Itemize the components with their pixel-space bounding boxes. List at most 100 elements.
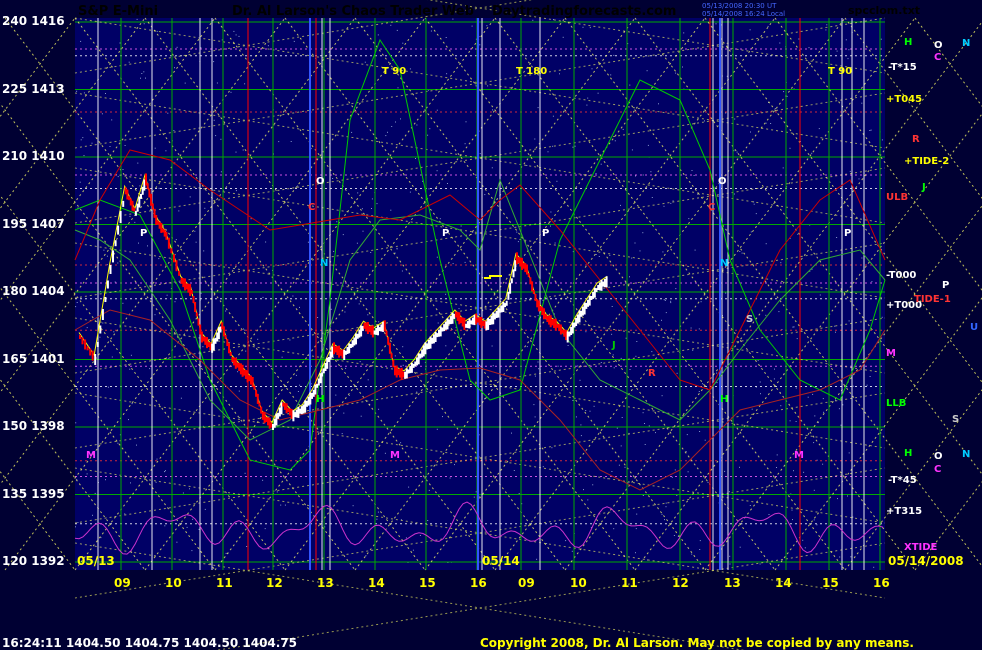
price-bar [587,299,589,307]
price-bar [588,295,591,306]
star [595,173,597,174]
price-bar [299,408,302,414]
star [268,313,270,315]
star [811,268,813,270]
star [220,138,222,140]
star [553,313,555,315]
star [114,281,116,283]
star [768,514,770,515]
price-bar [531,281,534,292]
price-bar [492,312,495,325]
x-tick-label: 10 [165,576,182,590]
chart-letter: P [844,228,852,239]
star [610,74,612,76]
star [191,550,193,552]
price-bar [344,350,347,355]
price-bar [217,327,220,340]
star [852,516,854,518]
price-bar [585,302,588,309]
star [687,471,689,473]
price-bar [566,331,569,343]
star [702,383,703,385]
price-bar [495,311,498,318]
price-bar [470,320,473,325]
star [377,511,379,513]
chart-letter: M [794,450,804,461]
harmonic-line-up [284,17,706,571]
star [580,435,582,437]
star [807,396,809,398]
price-bar [543,308,545,320]
star [75,422,77,424]
star [870,129,872,131]
price-bar [302,404,305,414]
star [627,482,629,484]
harmonic-line-flat [74,392,886,524]
x-tick-label: 10 [570,576,587,590]
star [589,27,591,29]
symbol-title: S&P E-Mini [78,4,159,19]
star [167,358,169,360]
star [189,196,191,198]
star [390,209,392,211]
green-curve [74,38,886,471]
star [613,528,615,530]
price-bar [317,378,320,386]
star [808,47,810,49]
star [662,251,664,253]
star [390,24,392,26]
price-bar [91,350,94,361]
star [517,241,519,243]
star [741,252,743,254]
price-bar [285,403,288,414]
price-bar [331,346,334,358]
star [838,408,840,410]
star [795,421,797,422]
price-bar [246,370,249,383]
price-bar [283,402,286,410]
star [80,40,82,42]
star [471,25,473,27]
price-bar [490,315,493,325]
star [293,40,295,42]
site-title: Daytradingforecasts.com [492,4,677,19]
price-bar [224,335,227,339]
right-level-label: -T*45 [888,475,917,486]
price-bar [410,362,413,373]
planet-letter: C [934,464,942,475]
star [359,361,361,363]
star [137,162,139,164]
star [825,29,827,31]
harmonic-line-up [494,17,916,571]
star [424,361,426,363]
price-bar [106,280,109,289]
star [839,556,841,558]
star [670,302,672,304]
star [704,439,706,441]
price-bar [292,410,295,422]
price-bars [79,173,608,430]
star [683,32,685,34]
price-bar [580,310,583,317]
price-bar [483,320,486,329]
star [778,311,780,313]
star [881,316,883,318]
star [613,367,615,369]
star [204,207,206,209]
price-bar [438,329,440,337]
price-bar [122,200,125,207]
star [436,170,438,172]
star [176,541,178,543]
star [869,376,871,377]
price-bar [563,329,566,337]
star [100,537,102,539]
star [809,270,811,272]
price-bar [356,333,359,339]
star [534,375,536,377]
planet-letter: N [962,38,971,49]
star [796,338,798,340]
star [335,394,337,396]
harmonic-line-flat [74,242,886,374]
price-bar [427,340,430,349]
price-bar [458,312,461,325]
